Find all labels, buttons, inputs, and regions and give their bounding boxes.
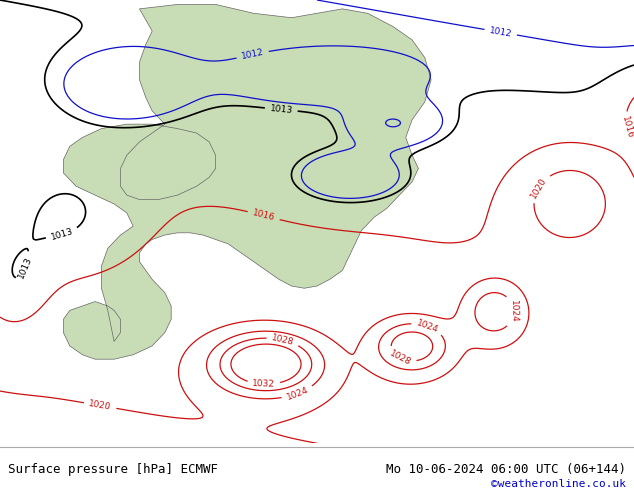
Text: 1013: 1013 — [17, 255, 34, 280]
Text: 1012: 1012 — [489, 26, 513, 39]
Text: Surface pressure [hPa] ECMWF: Surface pressure [hPa] ECMWF — [8, 463, 217, 476]
Text: ©weatheronline.co.uk: ©weatheronline.co.uk — [491, 479, 626, 489]
Text: 1020: 1020 — [88, 399, 112, 412]
Text: 1016: 1016 — [619, 116, 634, 140]
Text: 1016: 1016 — [252, 208, 276, 223]
Text: 1013: 1013 — [269, 104, 293, 115]
Text: 1028: 1028 — [388, 349, 413, 368]
Text: Mo 10-06-2024 06:00 UTC (06+144): Mo 10-06-2024 06:00 UTC (06+144) — [386, 463, 626, 476]
Text: 1013: 1013 — [49, 227, 74, 242]
Text: 1032: 1032 — [252, 379, 275, 389]
Text: 1020: 1020 — [529, 175, 548, 200]
Text: 1024: 1024 — [285, 385, 309, 402]
Text: 1012: 1012 — [240, 48, 265, 61]
Text: 1028: 1028 — [271, 333, 295, 347]
Polygon shape — [63, 4, 431, 359]
Text: 1024: 1024 — [415, 318, 439, 335]
Text: 1024: 1024 — [508, 300, 518, 322]
